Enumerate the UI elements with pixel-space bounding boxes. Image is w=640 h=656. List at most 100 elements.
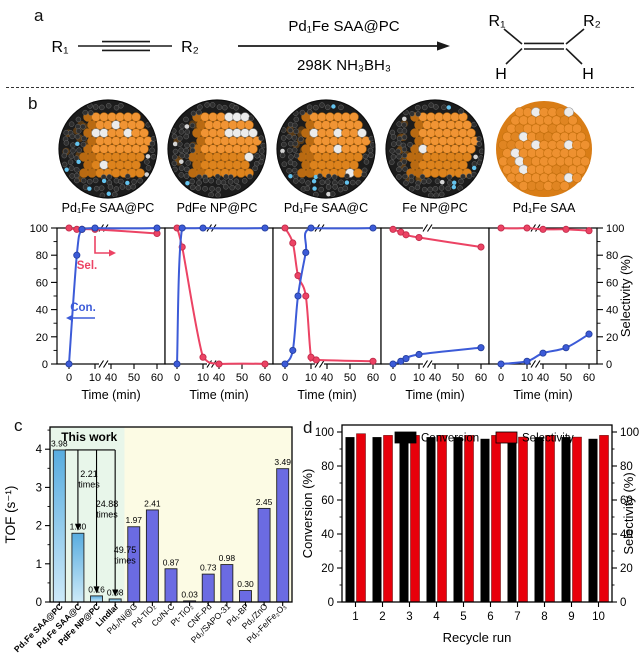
selectivity-marker [281,224,289,232]
svg-text:100: 100 [30,223,48,235]
selectivity-marker [415,233,423,242]
conversion-marker [289,346,297,354]
catalyst-model [274,96,378,200]
svg-text:100: 100 [315,427,334,439]
selectivity-marker [389,225,397,233]
conversion-marker [281,360,289,368]
conversion-marker [539,349,547,357]
conversion-marker [585,330,593,338]
svg-text:60: 60 [475,372,487,384]
tof-bar [257,507,271,603]
conversion-bar [399,437,409,602]
selectivity-marker [369,357,377,365]
svg-text:80: 80 [620,461,633,473]
selectivity-marker [562,225,570,233]
selectivity-marker [477,243,485,251]
selectivity-marker [199,353,207,361]
panel-c-label: c [14,416,23,435]
selectivity-swatch [495,431,518,444]
svg-text:Con.: Con. [70,302,96,314]
selectivity-marker [289,239,297,247]
svg-text:0: 0 [498,372,504,384]
time-axis-title: Time (min) [297,388,356,402]
tof-bar [239,590,252,603]
selectivity-marker [523,224,531,232]
recycle-run-tick: 7 [514,611,520,623]
recycle-run-tick: 8 [541,611,547,623]
svg-text:10: 10 [197,372,209,384]
nanoparticle-caged-np [167,99,267,199]
conversion-marker [73,251,81,259]
selectivity-bar [464,435,474,603]
conversion-bar [372,437,382,602]
selectivity-bar [572,436,582,603]
recycle-run-tick: 10 [592,611,605,623]
legend-conversion-label: Conversion [421,433,479,445]
selectivity-marker [402,231,410,239]
svg-text:40: 40 [36,305,48,317]
time-axis-title: Time (min) [81,388,140,402]
svg-text:50: 50 [452,372,464,384]
svg-text:40: 40 [321,372,333,384]
catalyst-model [165,96,269,200]
svg-text:40: 40 [537,372,549,384]
svg-text:10: 10 [305,372,317,384]
svg-text:times: times [96,510,118,520]
legend: Conversion Selectivity [394,431,574,445]
conversion-marker [402,355,410,363]
conditions-label: 298K NH₃BH₃ [297,57,391,74]
catalyst-names-row: Pd₁Fe SAA@PC PdFe NP@PC Pd₁Fe SAA@C Fe N… [56,201,596,215]
svg-text:2: 2 [36,521,42,533]
svg-text:80: 80 [321,461,334,473]
tof-value-label: 0.98 [219,553,236,563]
svg-text:80: 80 [606,250,618,262]
svg-text:40: 40 [429,372,441,384]
svg-text:0: 0 [390,372,396,384]
panel-d-label: d [303,418,313,437]
tof-bar [276,468,290,603]
svg-text:0: 0 [606,359,612,371]
recycle-run-tick: 9 [568,611,574,623]
conversion-bar [345,437,355,602]
reaction-arrow-head [437,41,450,51]
con-annotation: Con. [66,302,96,322]
svg-text:0: 0 [620,597,626,609]
tof-value-label: 0.87 [163,557,180,567]
svg-text:Sel.: Sel. [77,260,97,272]
reaction-scheme: R₁ R₂ Pd₁Fe SAA@PC 298K NH₃BH₃ R₁ R₂ H H [52,13,601,83]
panel-b-label: b [28,94,38,113]
svg-text:20: 20 [321,563,334,575]
catalyst-name: Fe NP@PC [402,201,468,215]
tof-value-label: 3.49 [274,457,291,467]
svg-text:50: 50 [236,372,248,384]
selectivity-axis-title: Selectivity (%) [618,255,633,337]
product-h-right-label: H [582,66,594,83]
kinetics-plot-frame [380,227,490,365]
svg-text:3: 3 [36,482,42,494]
svg-text:4: 4 [36,444,43,456]
svg-text:2.21: 2.21 [80,469,98,479]
tof-value-label: 2.41 [144,498,161,508]
selectivity-bar [383,435,393,603]
selectivity-marker [497,224,505,232]
svg-text:60: 60 [36,277,48,289]
tof-bar [201,573,215,603]
reactant-right-label: R₂ [181,39,199,56]
recycle-run-tick: 4 [433,611,440,623]
svg-text:60: 60 [367,372,379,384]
svg-text:40: 40 [105,372,117,384]
conversion-marker [65,360,73,368]
catalyst-model [56,96,160,200]
selectivity-marker [312,356,320,364]
svg-text:60: 60 [259,372,271,384]
svg-text:20: 20 [606,332,618,344]
tof-value-label: 1.97 [125,515,142,525]
recycle-bar-chart: Conversion (%) Selectivity (%) 0 0 20 20 40 40 6… [300,424,639,645]
catalyst-label: Pd₁Fe SAA@PC [288,18,399,35]
conversion-marker [369,224,377,232]
legend-selectivity-label: Selectivity [522,433,574,445]
conversion-marker [173,360,181,368]
catalyst-name: Pd₁Fe SAA [512,201,576,215]
